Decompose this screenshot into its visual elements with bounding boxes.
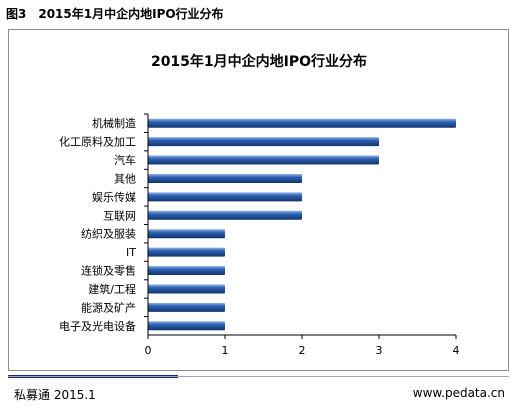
figure-caption: 图3 2015年1月中企内地IPO行业分布 [6, 7, 224, 21]
chart-frame: 2015年1月中企内地IPO行业分布 机械制造化工原料及加工汽车其他娱乐传媒互联… [8, 29, 509, 371]
category-label-9: 建筑/工程 [88, 282, 136, 296]
x-tick-label-1: 1 [222, 344, 229, 357]
category-label-6: 纺织及服装 [81, 227, 136, 241]
footer-divider [8, 376, 509, 377]
bar-0 [148, 118, 456, 128]
category-label-5: 互联网 [103, 209, 136, 222]
bar-9 [148, 284, 225, 294]
bar-chart: 2015年1月中企内地IPO行业分布 机械制造化工原料及加工汽车其他娱乐传媒互联… [59, 53, 460, 357]
bar-7 [148, 247, 225, 257]
category-label-1: 化工原料及加工 [59, 135, 136, 149]
bar-5 [148, 210, 302, 220]
category-label-11: 电子及光电设备 [59, 319, 136, 333]
category-label-2: 汽车 [114, 153, 136, 167]
category-label-0: 机械制造 [92, 116, 136, 130]
bar-4 [148, 192, 302, 202]
x-tick-label-0: 0 [145, 344, 152, 357]
category-label-7: IT [126, 246, 136, 259]
bar-1 [148, 137, 379, 147]
footer-source: 私募通 2015.1 [14, 388, 96, 402]
category-label-8: 连锁及零售 [81, 264, 136, 278]
chart-title: 2015年1月中企内地IPO行业分布 [151, 53, 367, 70]
x-tick-label-3: 3 [376, 344, 383, 357]
bar-8 [148, 266, 225, 275]
category-label-10: 能源及矿产 [81, 300, 136, 314]
category-label-4: 娱乐传媒 [92, 190, 136, 204]
bar-2 [148, 155, 379, 165]
category-label-3: 其他 [114, 173, 136, 186]
footer-website: www.pedata.cn [412, 386, 505, 400]
x-tick-label-2: 2 [299, 344, 306, 357]
bar-6 [148, 229, 225, 239]
x-tick-label-4: 4 [453, 344, 460, 357]
bar-11 [148, 321, 225, 331]
bar-10 [148, 302, 225, 312]
bar-3 [148, 174, 302, 183]
